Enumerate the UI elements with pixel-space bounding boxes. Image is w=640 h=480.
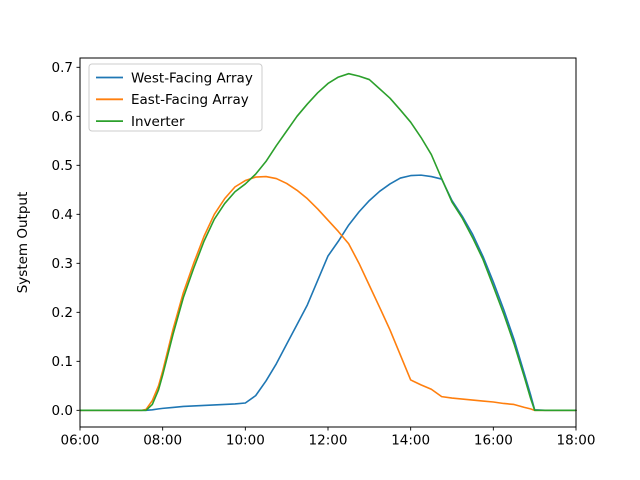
series-line-inverter [79, 72, 577, 412]
y-tick-label: 0.4 [52, 207, 73, 223]
y-tick-label: 0.2 [52, 305, 73, 321]
legend-label: East-Facing Array [131, 92, 249, 108]
series-line-east-facing-array [79, 175, 577, 412]
x-tick-label: 12:00 [309, 433, 348, 449]
x-tick-label: 14:00 [391, 433, 430, 449]
x-tick-label: 06:00 [61, 433, 100, 449]
x-tick-label: 18:00 [557, 433, 596, 449]
y-tick-label: 0.6 [52, 109, 73, 125]
axes-frame [79, 57, 577, 428]
legend-box [88, 63, 263, 132]
legend-label: Inverter [131, 114, 185, 130]
x-tick-label: 10:00 [226, 433, 265, 449]
y-tick-label: 0.7 [52, 60, 73, 76]
x-tick-label: 08:00 [143, 433, 182, 449]
x-tick-label: 16:00 [474, 433, 513, 449]
y-tick-label: 0.0 [52, 403, 73, 419]
y-tick-label: 0.5 [52, 158, 73, 174]
y-tick-label: 0.3 [52, 256, 73, 272]
legend-label: West-Facing Array [131, 70, 253, 86]
axes: 06:00 08:00 10:00 12:00 14:00 16:00 18:00 0.0 0.… [52, 57, 596, 449]
y-tick-label: 0.1 [52, 354, 73, 370]
series-line-west-facing-array [79, 174, 577, 412]
y-axis-label: System Output [15, 192, 31, 294]
